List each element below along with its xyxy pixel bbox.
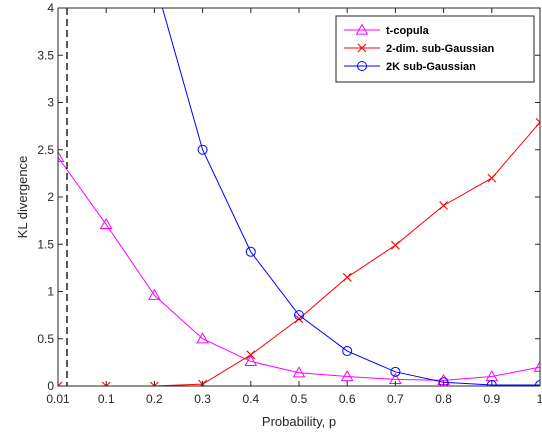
- x-tick-label: 0.5: [291, 392, 308, 406]
- y-axis-title: KL divergence: [15, 156, 30, 239]
- data-point-2k-sub-gaussian: [390, 366, 401, 377]
- y-tick-label: 0: [47, 379, 54, 393]
- x-tick-label: 0.9: [483, 392, 500, 406]
- y-tick-label: 2.5: [37, 143, 54, 157]
- data-point-t-copula: [292, 366, 306, 378]
- data-point-2-dim-sub-gaussian: [391, 240, 400, 250]
- y-tick-label: 1: [47, 285, 54, 299]
- data-point-2k-sub-gaussian: [438, 377, 449, 386]
- data-point-2k-sub-gaussian: [197, 144, 208, 155]
- y-tick-label: 3: [47, 96, 54, 110]
- axis-layer: 0.01 0.1 0.2 0.3 0.4 0.5 0.6 0.7 0.8 0.9 1 0 0.5 1 1.5…: [37, 1, 542, 406]
- series-line-t-copula: [58, 157, 540, 381]
- data-point-2-dim-sub-gaussian: [150, 381, 159, 386]
- legend-box: [335, 15, 535, 83]
- data-point-t-copula: [340, 370, 354, 382]
- data-point-2k-sub-gaussian: [294, 310, 304, 321]
- x-tick-label: 0.6: [339, 392, 356, 406]
- data-point-t-copula: [533, 360, 540, 372]
- legend: t-copula 2-dim. sub-Gaussian 2K sub-Gaussi…: [335, 15, 535, 83]
- x-tick-label: 0.8: [435, 392, 452, 406]
- legend-marker-2-dim-sub-gaussian: [357, 43, 367, 53]
- x-tick-label: 0.2: [146, 392, 163, 406]
- x-tick-label: 0.3: [194, 392, 211, 406]
- legend-marker-2k-sub-gaussian: [357, 61, 367, 71]
- data-point-t-copula: [58, 150, 65, 162]
- data-point-t-copula: [196, 332, 209, 344]
- data-point-2k-sub-gaussian: [486, 380, 497, 386]
- data-point-2k-sub-gaussian: [535, 380, 540, 386]
- data-point-2-dim-sub-gaussian: [487, 173, 497, 183]
- x-tick-label: 0.4: [242, 392, 259, 406]
- y-tick-label: 3.5: [37, 48, 54, 62]
- x-tick-label: 0.1: [98, 392, 115, 406]
- legend-label-2k-sub-gaussian: 2K sub-Gaussian: [386, 61, 476, 73]
- data-point-2k-sub-gaussian: [245, 246, 256, 257]
- x-axis-title: Probability, p: [262, 414, 336, 429]
- series-2k-sub-gaussian: [161, 8, 540, 386]
- data-point-2-dim-sub-gaussian: [294, 314, 304, 324]
- series-line-2k-sub-gaussian: [161, 8, 540, 386]
- data-point-2-dim-sub-gaussian: [439, 201, 448, 210]
- y-tick-label: 4: [47, 1, 54, 15]
- data-point-2-dim-sub-gaussian: [535, 117, 540, 127]
- y-tick-label: 2: [47, 190, 54, 204]
- data-point-2-dim-sub-gaussian: [101, 381, 111, 386]
- data-point-2-dim-sub-gaussian: [342, 272, 352, 282]
- data-point-t-copula: [148, 288, 161, 300]
- data-point-2-dim-sub-gaussian: [58, 381, 63, 386]
- series-layer: [58, 8, 540, 386]
- legend-label-t-copula: t-copula: [386, 25, 430, 37]
- x-tick-label: 1: [537, 392, 542, 406]
- data-point-t-copula: [99, 217, 113, 230]
- y-tick-label: 0.5: [37, 332, 54, 346]
- data-point-2-dim-sub-gaussian: [246, 350, 256, 360]
- legend-marker-t-copula: [355, 23, 369, 35]
- x-tick-label: 0.7: [387, 392, 404, 406]
- x-tick-label: 0.01: [46, 392, 70, 406]
- legend-label-2-dim-sub-gaussian: 2-dim. sub-Gaussian: [386, 43, 494, 55]
- y-tick-label: 1.5: [37, 237, 54, 251]
- data-point-2k-sub-gaussian: [342, 346, 353, 357]
- data-point-t-copula: [244, 354, 258, 367]
